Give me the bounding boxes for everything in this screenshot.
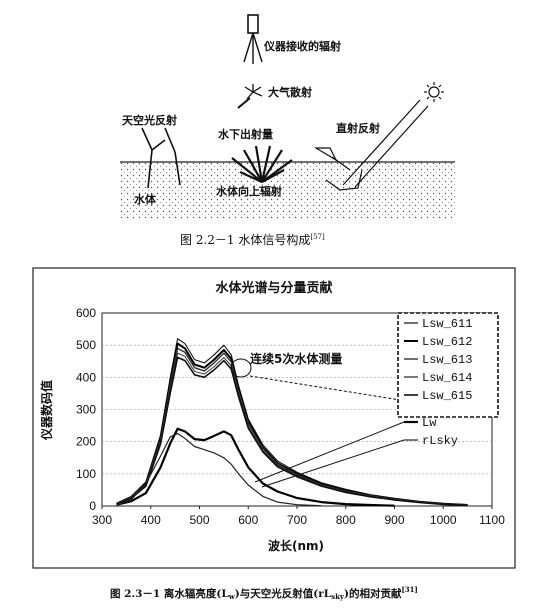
y-tick-label: 500 [76,338,96,352]
y-axis-title: 仪器数码值 [39,380,54,441]
series-line-lsw_613 [116,347,468,506]
y-tick-label: 0 [89,499,96,513]
annotation-leader [249,375,401,401]
legend-label-lsw_612: Lsw_612 [422,335,472,349]
sky-reflection-label: 天空光反射 [122,113,177,127]
figure2-caption-sub1: w [228,592,236,601]
legend-label-lsw_615: Lsw_615 [422,389,472,403]
spectrum-figure: 水体光谱与分量贡献 0 100 200 300 400 500 600 300 400 500 6… [32,267,516,601]
direct-beam-arrows [313,99,429,191]
x-tick-label: 800 [336,513,356,527]
water-signal-diagram: 仪器接收的辐射 大气散射 直射反射 [120,14,455,247]
y-tick-label: 300 [76,403,96,417]
water-body-area [120,162,455,220]
x-tick-label: 600 [238,513,258,527]
upwelling-fan-arrows [231,145,293,184]
x-tick-label: 700 [287,513,307,527]
x-tick-label: 1000 [430,513,457,527]
sky-reflection-arrows [141,127,181,189]
atmosphere-label: 大气散射 [268,85,312,99]
legend: Lsw_611 Lsw_612 Lsw_613 Lsw_614 Lsw_615 Lw rLs… [404,317,472,448]
y-tick-label: 100 [76,467,96,481]
instrument-icon [243,14,263,64]
instrument-label: 仪器接收的辐射 [263,39,341,53]
legend-label-lsw_613: Lsw_613 [422,353,472,367]
measurement-annotation: 连续5次水体测量 [250,351,342,366]
figure1-caption-ref: [57] [310,233,325,241]
legend-label-lsw_614: Lsw_614 [422,371,472,385]
series-lines [116,338,468,507]
svg-text:图 2.3－1 离水辐亮度(Lw)与天空光反射值(rLsk: 图 2.3－1 离水辐亮度(Lw)与天空光反射值(rLsky)的相对贡献[31] [110,585,418,601]
chart-frame [32,267,516,569]
figure2-caption-prefix: 图 2.3－1 离水辐亮度(L [110,587,229,600]
x-tick-label: 300 [92,513,112,527]
figure1-caption: 图 2.2－1 水体信号构成 [180,232,310,247]
lw-leader-arrow [254,421,405,483]
svg-text:图 2.2－1 水体信号构成[57]: 图 2.2－1 水体信号构成[57] [180,232,325,247]
legend-label-lw: Lw [422,416,437,430]
x-tick-label: 1100 [479,513,505,527]
sun-icon [424,82,444,102]
y-tick-label: 600 [76,306,96,320]
y-tick-label: 200 [76,435,96,449]
annotation-circle [230,358,252,378]
direct-reflection-label: 直射反射 [336,121,380,135]
legend-label-rlsky: rLsky [422,434,458,448]
figure2-caption-sub2: sky [331,592,345,601]
legend-label-lsw_611: Lsw_611 [422,317,472,331]
x-tick-labels: 300 400 500 600 700 800 900 1000 1100 [92,506,505,527]
figure2-caption-ref: [31] [401,585,417,594]
series-line-rlsky [116,433,322,507]
series-line-lsw_615 [116,356,468,507]
legend-box [397,312,499,418]
x-tick-label: 900 [384,513,404,527]
upwelling-label: 水体向上辐射 [216,184,282,198]
y-tick-label: 400 [76,370,96,384]
rlsky-leader-arrow [261,439,405,488]
underwater-label: 水下出射量 [218,127,273,141]
x-tick-label: 500 [189,513,209,527]
water-label: 水体 [134,192,157,206]
x-tick-label: 400 [141,513,161,527]
figure2-caption-suffix: )的相对贡献 [344,587,402,600]
y-tick-labels: 0 100 200 300 400 500 600 [76,306,96,513]
scatter-burst-icon [237,84,263,109]
series-line-lw [116,427,395,507]
chart-title: 水体光谱与分量贡献 [215,280,332,296]
x-axis-title: 波长(nm) [268,538,324,553]
figure2-caption-mid: )与天空光反射值(rL [235,587,332,600]
